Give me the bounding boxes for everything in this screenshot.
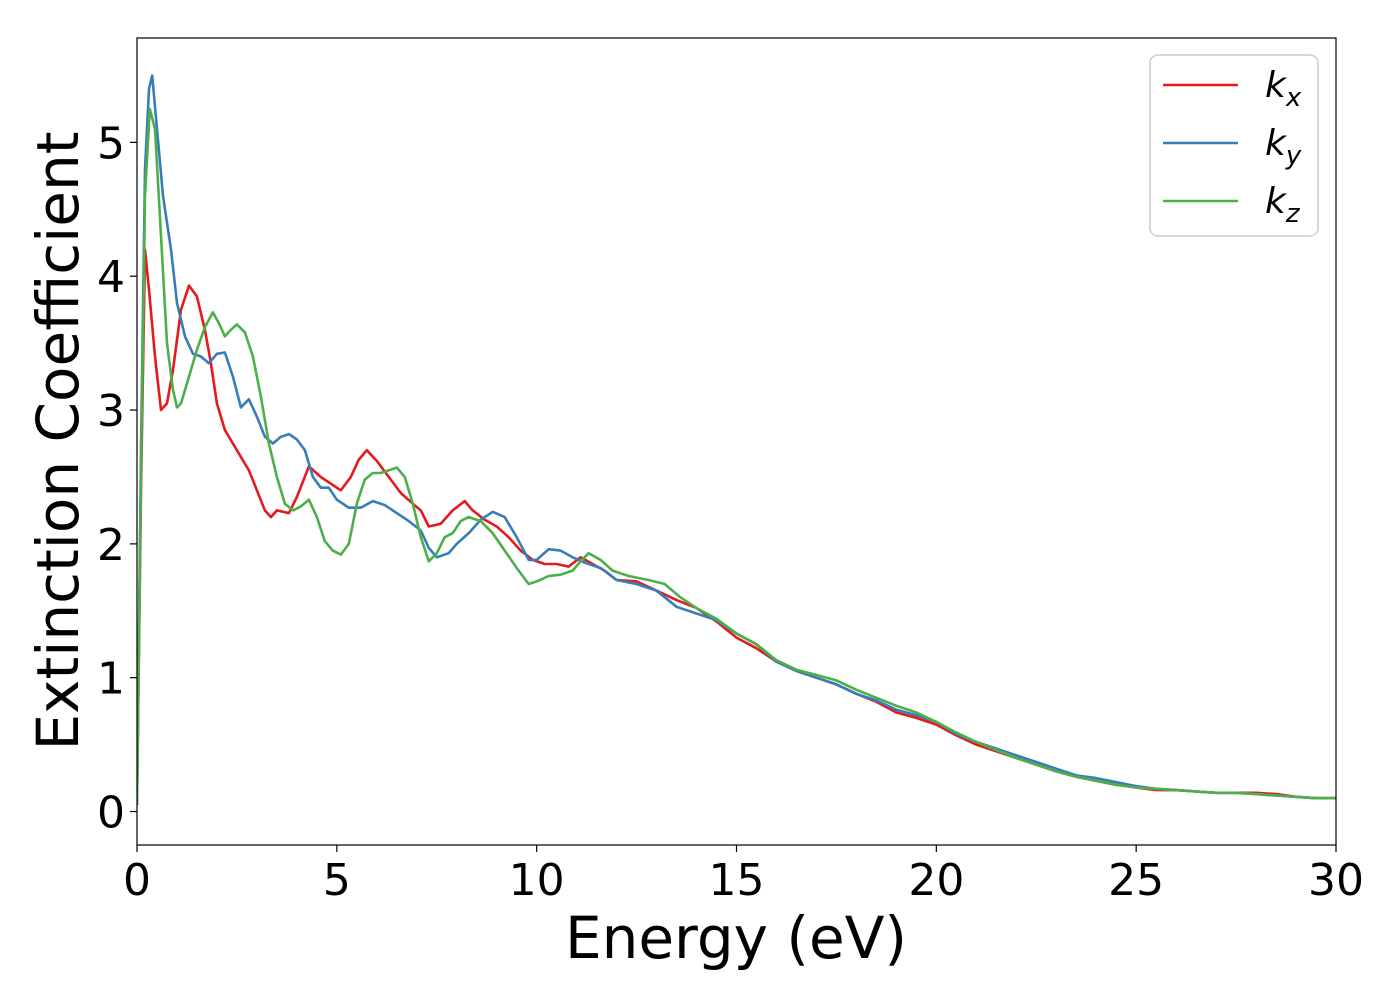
y-tick-label: 2 — [97, 520, 125, 571]
legend-label-main: k — [1265, 65, 1288, 106]
x-tick-label: 10 — [509, 855, 565, 906]
series-layer — [137, 74, 1336, 805]
y-axis: 0 1 2 3 4 5 — [97, 118, 137, 839]
legend-label-main: k — [1265, 123, 1288, 164]
y-tick-label: 5 — [97, 118, 125, 169]
y-tick-label: 4 — [97, 252, 125, 303]
x-axis-label: Energy (eV) — [565, 904, 907, 972]
series-line-k_z — [137, 107, 1336, 805]
y-axis-label: Extinction Coefficient — [24, 132, 92, 751]
y-tick-label: 1 — [97, 654, 125, 705]
legend-label-k_y: ky — [1265, 123, 1302, 171]
x-tick-label: 20 — [908, 855, 964, 906]
series-line-k_y — [137, 74, 1336, 805]
legend-box — [1149, 54, 1319, 237]
x-axis: 0 5 10 15 20 25 30 — [123, 845, 1364, 906]
legend-label-subscript: x — [1285, 83, 1302, 113]
x-tick-label: 0 — [123, 855, 151, 906]
legend-label-subscript: y — [1285, 141, 1302, 171]
legend-label-k_z: kz — [1265, 181, 1301, 229]
y-tick-label: 3 — [97, 386, 125, 437]
x-tick-label: 5 — [323, 855, 351, 906]
x-tick-label: 30 — [1308, 855, 1364, 906]
x-tick-label: 15 — [709, 855, 765, 906]
x-tick-label: 25 — [1108, 855, 1164, 906]
legend-label-subscript: z — [1285, 199, 1301, 229]
y-tick-label: 0 — [97, 788, 125, 839]
legend-label-k_x: kx — [1265, 65, 1302, 113]
legend-label-main: k — [1265, 181, 1288, 222]
